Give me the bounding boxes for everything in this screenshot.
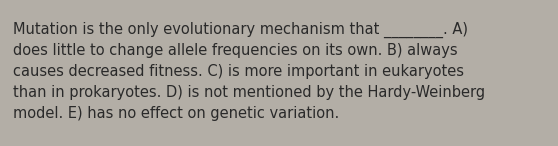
Text: Mutation is the only evolutionary mechanism that ________. A): Mutation is the only evolutionary mechan… xyxy=(13,22,468,38)
Text: causes decreased fitness. C) is more important in eukaryotes: causes decreased fitness. C) is more imp… xyxy=(13,64,464,79)
Text: than in prokaryotes. D) is not mentioned by the Hardy-Weinberg: than in prokaryotes. D) is not mentioned… xyxy=(13,85,485,100)
Text: does little to change allele frequencies on its own. B) always: does little to change allele frequencies… xyxy=(13,43,458,58)
Text: model. E) has no effect on genetic variation.: model. E) has no effect on genetic varia… xyxy=(13,106,339,121)
